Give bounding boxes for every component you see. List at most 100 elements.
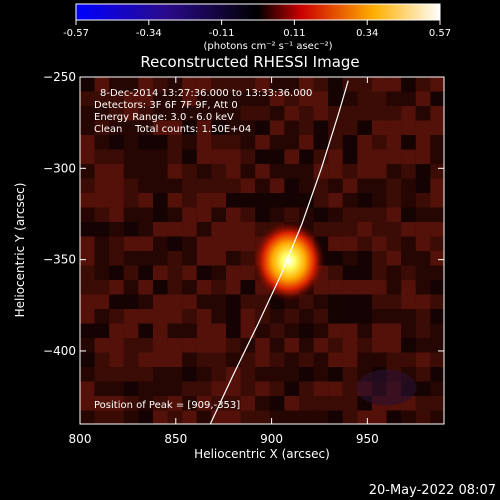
noise-cell [80,120,95,135]
noise-cell [357,338,372,353]
noise-cell [80,106,95,121]
noise-cell [196,352,212,367]
noise-cell [153,338,168,353]
noise-cell [182,120,197,135]
annotation-energy: Energy Range: 3.0 - 6.0 keV [94,112,234,123]
noise-cell [182,265,197,280]
noise-cell [167,251,183,266]
noise-cell [182,178,197,193]
noise-cell [401,410,416,424]
noise-cell [299,193,314,208]
noise-cell [80,352,95,367]
noise-cell [342,193,358,208]
noise-cell [401,352,416,367]
noise-cell [94,207,110,222]
noise-cell [255,193,270,208]
noise-cell [342,265,358,280]
noise-cell [240,91,256,106]
noise-cell [342,338,358,353]
noise-cell [123,338,139,353]
noise-cell [80,367,95,382]
noise-cell [240,280,256,295]
noise-cell [109,381,124,396]
noise-cell [342,352,358,367]
noise-cell [94,164,110,179]
noise-cell [299,77,314,92]
noise-cell [328,236,343,251]
noise-cell [415,265,431,280]
noise-cell [415,120,431,135]
noise-cell [284,207,299,222]
noise-cell [255,149,270,164]
noise-cell [94,91,110,106]
noise-cell [357,294,372,309]
noise-cell [284,91,299,106]
noise-cell [138,120,153,135]
noise-cell [284,410,299,424]
noise-cell [415,222,431,237]
noise-cell [313,367,329,382]
noise-cell [109,251,124,266]
noise-cell [123,309,139,324]
noise-cell [94,352,110,367]
noise-cell [372,120,387,135]
noise-cell [153,222,168,237]
noise-cell [240,222,256,237]
noise-cell [211,207,226,222]
noise-cell [357,352,372,367]
noise-cell [94,251,110,266]
noise-cell [255,207,270,222]
noise-cell [284,120,299,135]
noise-cell [401,294,416,309]
noise-cell [153,352,168,367]
noise-cell [255,381,270,396]
noise-cell [328,149,343,164]
noise-cell [313,352,329,367]
noise-cell [211,77,226,92]
noise-cell [415,410,431,424]
noise-cell [153,381,168,396]
noise-cell [240,207,256,222]
noise-cell [153,149,168,164]
noise-cell [240,410,256,424]
noise-cell [313,294,329,309]
peak-source [252,220,326,302]
noise-cell [328,280,343,295]
footer-date: 20-May-2022 08:07 [369,483,496,498]
noise-cell [153,207,168,222]
noise-cell [167,91,183,106]
noise-cell [299,396,314,411]
noise-cell [94,120,110,135]
noise-cell [109,149,124,164]
noise-cell [196,381,212,396]
noise-cell [415,149,431,164]
noise-cell [299,309,314,324]
noise-cell [284,149,299,164]
noise-cell [94,265,110,280]
noise-cell [269,135,285,150]
noise-cell [430,91,444,106]
noise-cell [372,323,387,338]
noise-cell [299,135,314,150]
noise-cell [211,120,226,135]
noise-cell [211,135,226,150]
noise-cell [109,338,124,353]
noise-cell [430,338,444,353]
noise-cell [284,135,299,150]
noise-cell [328,222,343,237]
noise-cell [226,77,241,92]
noise-cell [415,294,431,309]
noise-cell [138,294,153,309]
noise-cell [269,164,285,179]
noise-cell [138,178,153,193]
noise-cell [196,280,212,295]
noise-cell [109,178,124,193]
noise-cell [153,280,168,295]
noise-cell [299,178,314,193]
noise-cell [313,149,329,164]
noise-cell [342,280,358,295]
noise-cell [284,193,299,208]
noise-cell [138,309,153,324]
noise-cell [357,309,372,324]
noise-cell [226,251,241,266]
